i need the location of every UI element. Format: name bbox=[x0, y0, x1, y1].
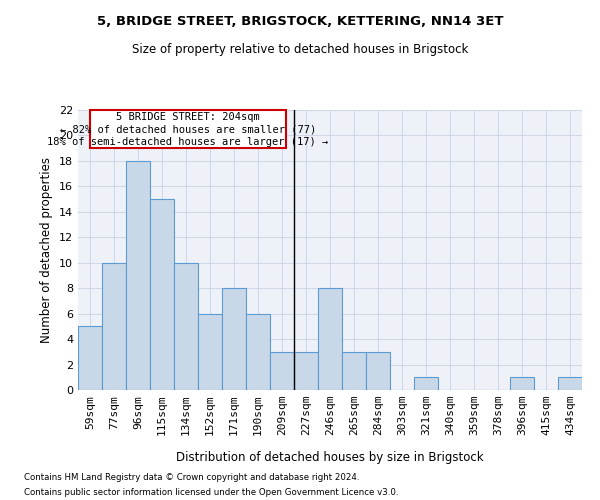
Bar bbox=[174, 262, 198, 390]
Bar bbox=[366, 352, 390, 390]
Text: Contains HM Land Registry data © Crown copyright and database right 2024.: Contains HM Land Registry data © Crown c… bbox=[24, 473, 359, 482]
Bar bbox=[102, 262, 126, 390]
Text: ← 82% of detached houses are smaller (77): ← 82% of detached houses are smaller (77… bbox=[60, 124, 316, 134]
Bar bbox=[294, 352, 318, 390]
Bar bbox=[342, 352, 366, 390]
Bar bbox=[510, 378, 534, 390]
Text: 5, BRIDGE STREET, BRIGSTOCK, KETTERING, NN14 3ET: 5, BRIDGE STREET, BRIGSTOCK, KETTERING, … bbox=[97, 15, 503, 28]
Bar bbox=[150, 199, 174, 390]
Bar bbox=[558, 378, 582, 390]
Text: 18% of semi-detached houses are larger (17) →: 18% of semi-detached houses are larger (… bbox=[47, 136, 329, 146]
Bar bbox=[246, 314, 270, 390]
Bar bbox=[414, 378, 438, 390]
Text: Size of property relative to detached houses in Brigstock: Size of property relative to detached ho… bbox=[132, 42, 468, 56]
Bar bbox=[198, 314, 222, 390]
Bar bbox=[78, 326, 102, 390]
FancyBboxPatch shape bbox=[90, 110, 286, 148]
Bar bbox=[270, 352, 294, 390]
Text: Contains public sector information licensed under the Open Government Licence v3: Contains public sector information licen… bbox=[24, 488, 398, 497]
Y-axis label: Number of detached properties: Number of detached properties bbox=[40, 157, 53, 343]
Text: 5 BRIDGE STREET: 204sqm: 5 BRIDGE STREET: 204sqm bbox=[116, 112, 260, 122]
Text: Distribution of detached houses by size in Brigstock: Distribution of detached houses by size … bbox=[176, 451, 484, 464]
Bar bbox=[126, 161, 150, 390]
Bar bbox=[318, 288, 342, 390]
Bar bbox=[222, 288, 246, 390]
